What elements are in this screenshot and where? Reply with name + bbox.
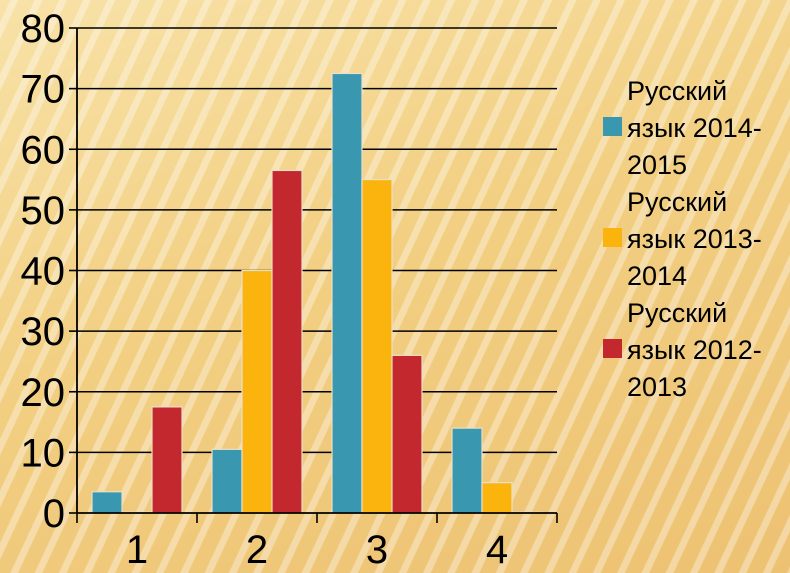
legend-label-line: 2014 [627, 261, 687, 291]
bar-series-3-cat-1 [151, 406, 183, 514]
bar-series-1-cat-1 [91, 491, 123, 514]
x-tick-label: 2 [246, 528, 268, 572]
y-tick-label: 70 [21, 68, 66, 112]
legend-item-1: Русский язык 2014- 2015 [603, 76, 762, 180]
legend: Русский язык 2014- 2015 Русский язык 2013- 20… [603, 76, 762, 402]
bars [91, 72, 543, 514]
x-tick-label: 3 [366, 528, 388, 572]
legend-label-line: язык 2014- [627, 113, 762, 143]
y-tick-label: 30 [21, 310, 66, 354]
legend-label-line: язык 2012- [627, 335, 762, 365]
bar-series-2-cat-4 [481, 482, 513, 514]
y-tick-label: 60 [21, 128, 66, 172]
bar-series-1-cat-4 [451, 427, 483, 514]
bar-series-3-cat-3 [391, 354, 423, 514]
x-tick-label: 1 [126, 528, 148, 572]
legend-swatch [603, 117, 622, 136]
legend-label-line: Русский [627, 298, 727, 328]
legend-label-line: язык 2013- [627, 224, 762, 254]
bar-series-2-cat-2 [241, 269, 273, 514]
y-tick-label: 50 [21, 189, 66, 233]
x-tick-label: 4 [486, 528, 508, 572]
legend-swatch [603, 228, 622, 247]
legend-label-line: Русский [627, 76, 727, 106]
legend-label-line: 2013 [627, 372, 687, 402]
gridlines [77, 27, 557, 454]
y-tick-label: 80 [21, 7, 66, 51]
legend-label-line: 2015 [627, 150, 687, 180]
y-tick-label: 0 [43, 492, 65, 536]
bar-series-1-cat-2 [211, 448, 243, 514]
y-tick-label: 20 [21, 371, 66, 415]
x-tick-labels: 1 2 3 4 [126, 528, 508, 572]
axes [69, 27, 558, 523]
y-tick-label: 40 [21, 250, 66, 294]
legend-label-line: Русский [627, 187, 727, 217]
bar-series-1-cat-3 [331, 72, 363, 514]
bar-series-3-cat-2 [271, 169, 303, 514]
bar-series-2-cat-3 [361, 178, 393, 514]
y-tick-labels: 0 10 20 30 40 50 60 70 80 [21, 7, 66, 536]
legend-swatch [603, 339, 622, 358]
y-tick-label: 10 [21, 431, 66, 475]
legend-item-2: Русский язык 2013- 2014 [603, 187, 762, 291]
legend-item-3: Русский язык 2012- 2013 [603, 298, 762, 402]
